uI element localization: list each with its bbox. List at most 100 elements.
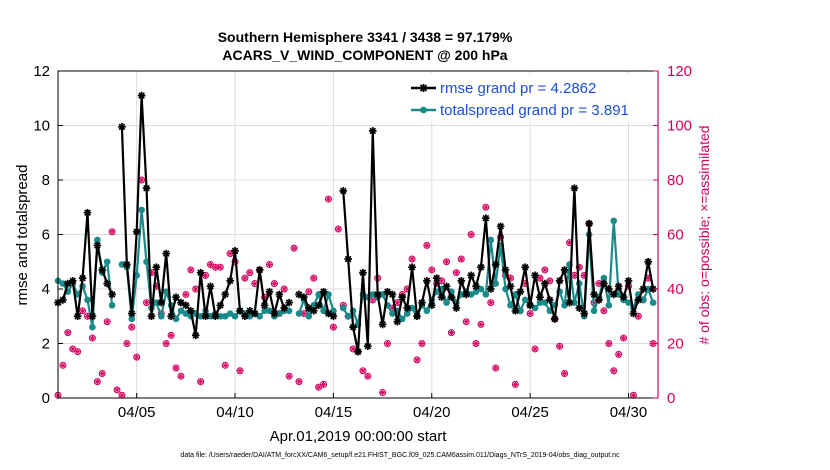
obs-assimilated-point (246, 269, 253, 276)
totalspread-point (256, 312, 263, 320)
totalspread-point (285, 307, 293, 315)
rmse-point (339, 187, 348, 195)
obs-assimilated-point (330, 324, 337, 331)
rmse-point (418, 298, 426, 307)
totalspread-point (443, 299, 450, 306)
rmse-point (521, 263, 530, 271)
obs-assimilated-point (163, 340, 170, 347)
totalspread-point (226, 310, 234, 317)
totalspread-point (221, 312, 229, 320)
rmse-point (496, 222, 505, 231)
totalspread-point (320, 307, 327, 315)
rmse-point (432, 274, 441, 282)
legend-marker-rmse (419, 84, 428, 92)
totalspread-point (531, 304, 539, 312)
rmse-point (531, 271, 539, 280)
obs-assimilated-point (291, 245, 298, 252)
rmse-point (624, 277, 633, 285)
rmse-point (423, 277, 431, 285)
obs-assimilated-point (369, 296, 376, 303)
rmse-point (59, 296, 67, 304)
totalspread-point (571, 299, 578, 306)
rmse-point (241, 312, 249, 321)
totalspread-point (398, 315, 406, 323)
totalspread-point (182, 310, 190, 317)
obs-assimilated-point (305, 288, 312, 295)
rmse-point (619, 293, 628, 301)
rmse-point (388, 290, 397, 299)
rmse-point (491, 260, 500, 269)
rmse-point (319, 287, 328, 296)
obs-assimilated-point (536, 275, 543, 282)
totalspread-point (615, 291, 622, 298)
obs-assimilated-point (443, 258, 450, 265)
rmse-point (565, 298, 574, 307)
rmse-point (442, 282, 451, 291)
totalspread-point (512, 291, 519, 298)
obs-assimilated-point (123, 340, 130, 347)
totalspread-point (467, 291, 475, 298)
totalspread-point (108, 302, 116, 309)
rmse-point (206, 282, 215, 291)
rmse-point (614, 282, 623, 291)
rmse-point (191, 331, 200, 340)
obs-assimilated-point (104, 318, 111, 325)
rmse-point (132, 227, 141, 236)
rmse-point (275, 290, 284, 299)
rmse-point (575, 304, 584, 312)
totalspread-point (403, 310, 411, 317)
obs-assimilated-point (207, 261, 214, 268)
rmse-point (546, 296, 554, 304)
obs-assimilated-point (143, 299, 150, 306)
rmse-point (368, 127, 377, 135)
totalspread-point (310, 302, 318, 309)
rmse-point (88, 312, 97, 321)
rmse-point (526, 301, 534, 310)
obs-assimilated-point (492, 365, 499, 372)
totalspread-point (590, 307, 598, 315)
obs-assimilated-point (630, 392, 637, 399)
obs-assimilated-point (359, 367, 366, 374)
rmse-point (570, 184, 579, 192)
rmse-point (398, 293, 407, 301)
rmse-point (93, 241, 102, 250)
rmse-point (260, 301, 269, 310)
rmse-point (629, 309, 638, 318)
rmse-point (393, 317, 402, 326)
rmse-point (600, 279, 608, 288)
rmse-point (609, 290, 618, 299)
rmse-point (73, 312, 82, 321)
totalspread-point (157, 312, 165, 320)
y-tick-label: 2 (42, 336, 50, 353)
rmse-point (511, 307, 520, 315)
rmse-point (280, 304, 289, 312)
y-right-tick-label: 80 (667, 172, 684, 189)
obs-assimilated-point (605, 340, 612, 347)
totalspread-point (172, 315, 180, 323)
rmse-point (108, 290, 116, 299)
obs-assimilated-point (286, 373, 293, 380)
totalspread-point (344, 312, 352, 320)
y-tick-label: 12 (33, 63, 50, 80)
totalspread-point (138, 206, 145, 214)
rmse-point (162, 249, 170, 258)
obs-assimilated-point (271, 280, 278, 287)
rmse-point (186, 307, 195, 315)
y-tick-label: 0 (42, 390, 50, 407)
rmse-point (147, 312, 156, 321)
rmse-point (501, 266, 510, 274)
chart-subtitle: ACARS_V_WIND_COMPONENT @ 200 hPa (222, 47, 507, 63)
obs-assimilated-point (364, 373, 371, 380)
y-tick-label: 6 (42, 227, 50, 244)
totalspread-point (330, 307, 337, 315)
rmse-point (349, 323, 357, 331)
grid (58, 71, 658, 398)
rmse-point (457, 277, 466, 285)
totalspread-point (369, 291, 377, 298)
obs-assimilated-point (133, 354, 140, 361)
obs-assimilated-point (561, 370, 568, 377)
totalspread-point (516, 307, 524, 315)
obs-assimilated-point (114, 386, 121, 393)
obs-assimilated-point (409, 256, 416, 263)
